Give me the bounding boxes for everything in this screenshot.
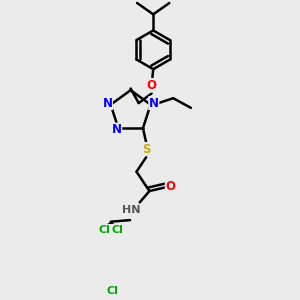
Text: N: N (149, 97, 159, 110)
Text: Cl: Cl (106, 286, 118, 296)
Text: N: N (112, 123, 122, 136)
Text: O: O (147, 79, 157, 92)
Text: Cl: Cl (98, 225, 110, 235)
Text: HN: HN (122, 206, 141, 215)
Text: Cl: Cl (111, 225, 123, 235)
Text: O: O (165, 180, 176, 193)
Text: S: S (142, 142, 150, 156)
Text: N: N (103, 97, 112, 110)
